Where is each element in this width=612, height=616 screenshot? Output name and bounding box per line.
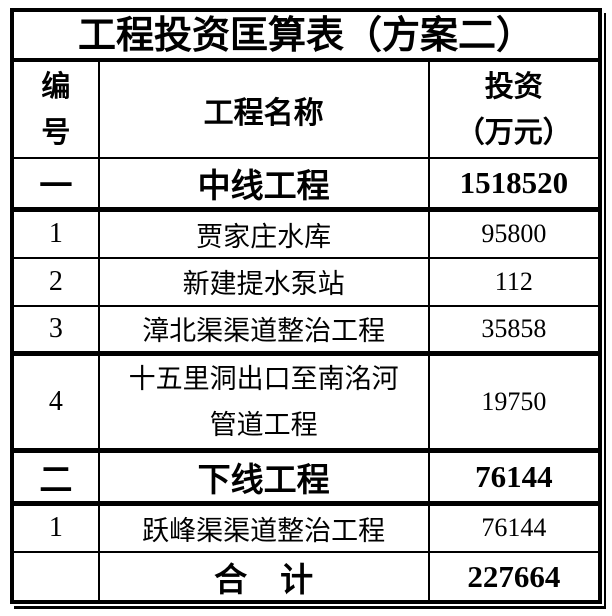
table-row-item: 2 新建提水泵站 112 bbox=[14, 256, 598, 307]
header-investment-line1: 投资 bbox=[484, 70, 543, 103]
table-row-total: 合 计 227664 bbox=[14, 550, 598, 601]
row-id-cell: 3 bbox=[14, 304, 100, 356]
header-investment-line2: （万元） bbox=[455, 116, 572, 149]
investment-table: 编 号 工程名称 投资 （万元） 一 中线工程 1518520 bbox=[14, 62, 598, 601]
row-value-cell: 112 bbox=[427, 256, 598, 307]
row-value-cell: 1518520 bbox=[427, 157, 598, 212]
table-row-section-2: 二 下线工程 76144 bbox=[14, 449, 598, 506]
row-id-cell: 4 bbox=[14, 352, 100, 453]
row-value-cell: 227664 bbox=[427, 550, 598, 601]
table-frame: 工程投资匡算表（方案二） 编 号 工程名称 投资 （万元） bbox=[10, 8, 602, 604]
row-name-cell: 跃峰渠渠道整治工程 bbox=[97, 502, 430, 553]
row-id-cell: 1 bbox=[14, 502, 100, 553]
table-row-item: 4 十五里洞出口至南洺河 管道工程 19750 bbox=[14, 352, 598, 453]
row-value-cell: 76144 bbox=[427, 449, 598, 506]
row-name-cell: 十五里洞出口至南洺河 管道工程 bbox=[97, 352, 430, 453]
table-row-item: 3 漳北渠渠道整治工程 35858 bbox=[14, 304, 598, 356]
header-row: 编 号 工程名称 投资 （万元） bbox=[14, 62, 598, 159]
header-id-column: 编 号 bbox=[14, 62, 100, 159]
row-value-cell: 35858 bbox=[427, 304, 598, 356]
table-row-item: 1 贾家庄水库 95800 bbox=[14, 208, 598, 259]
row-name-cell: 漳北渠渠道整治工程 bbox=[97, 304, 430, 356]
row-id-cell: 1 bbox=[14, 208, 100, 259]
table-row-item: 1 跃峰渠渠道整治工程 76144 bbox=[14, 502, 598, 553]
row-id-cell bbox=[14, 550, 100, 601]
table-row-section-1: 一 中线工程 1518520 bbox=[14, 157, 598, 212]
row-id-cell: 2 bbox=[14, 256, 100, 307]
row-name-line1: 十五里洞出口至南洺河 bbox=[128, 364, 399, 394]
row-name-cell: 新建提水泵站 bbox=[97, 256, 430, 307]
row-name-cell: 贾家庄水库 bbox=[97, 208, 430, 259]
row-name-cell: 合 计 bbox=[97, 550, 430, 601]
header-id-line2: 号 bbox=[41, 116, 71, 149]
header-project-name: 工程名称 bbox=[97, 62, 430, 159]
row-value-cell: 76144 bbox=[427, 502, 598, 553]
table-title: 工程投资匡算表（方案二） bbox=[14, 12, 598, 62]
row-id-cell: 二 bbox=[14, 449, 100, 506]
row-id-cell: 一 bbox=[14, 157, 100, 212]
row-name-cell: 下线工程 bbox=[97, 449, 430, 506]
row-name-line2: 管道工程 bbox=[209, 410, 318, 440]
row-value-cell: 19750 bbox=[427, 352, 598, 453]
header-investment: 投资 （万元） bbox=[427, 62, 598, 159]
row-value-cell: 95800 bbox=[427, 208, 598, 259]
header-id-line1: 编 bbox=[41, 70, 71, 103]
row-name-cell: 中线工程 bbox=[97, 157, 430, 212]
